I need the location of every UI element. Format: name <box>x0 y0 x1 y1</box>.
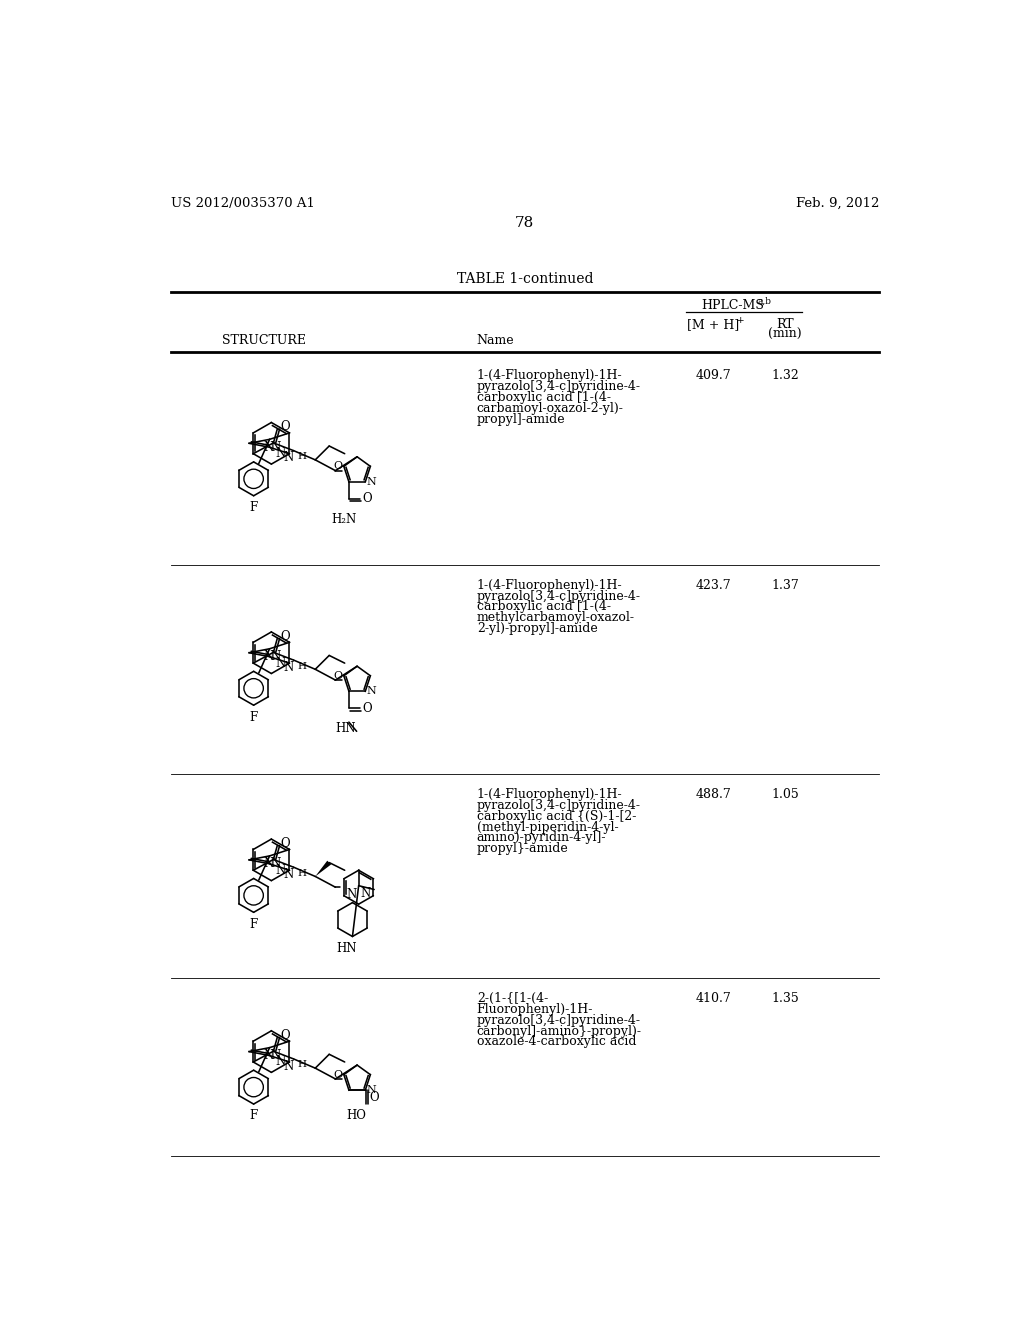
Text: O: O <box>281 630 290 643</box>
Text: H: H <box>297 453 306 461</box>
Text: carboxylic acid {(S)-1-[2-: carboxylic acid {(S)-1-[2- <box>477 810 636 822</box>
Text: O: O <box>281 1028 290 1041</box>
Text: carbonyl]-amino}-propyl)-: carbonyl]-amino}-propyl)- <box>477 1024 642 1038</box>
Text: 1.37: 1.37 <box>771 578 799 591</box>
Text: N: N <box>275 656 286 669</box>
Text: [M + H]: [M + H] <box>687 318 739 331</box>
Text: O: O <box>333 462 342 471</box>
Text: pyrazolo[3,4-c]pyridine-4-: pyrazolo[3,4-c]pyridine-4- <box>477 590 641 603</box>
Text: N: N <box>275 1056 286 1068</box>
Text: methylcarbamoyl-oxazol-: methylcarbamoyl-oxazol- <box>477 611 635 624</box>
Text: HN: HN <box>336 722 356 735</box>
Text: STRUCTURE: STRUCTURE <box>221 334 305 347</box>
Text: O: O <box>281 837 290 850</box>
Text: a,b: a,b <box>758 297 771 306</box>
Text: N: N <box>367 477 377 487</box>
Text: 2-yl)-propyl]-amide: 2-yl)-propyl]-amide <box>477 622 597 635</box>
Text: N: N <box>275 863 286 876</box>
Text: N: N <box>270 441 281 454</box>
Text: 2-(1-{[1-(4-: 2-(1-{[1-(4- <box>477 993 548 1006</box>
Text: pyrazolo[3,4-c]pyridine-4-: pyrazolo[3,4-c]pyridine-4- <box>477 799 641 812</box>
Text: N: N <box>263 651 273 664</box>
Text: F: F <box>250 1110 258 1122</box>
Text: N: N <box>284 661 294 673</box>
Text: N: N <box>346 887 356 900</box>
Text: 1-(4-Fluorophenyl)-1H-: 1-(4-Fluorophenyl)-1H- <box>477 788 623 801</box>
Text: carboxylic acid [1-(4-: carboxylic acid [1-(4- <box>477 601 610 614</box>
Text: pyrazolo[3,4-c]pyridine-4-: pyrazolo[3,4-c]pyridine-4- <box>477 380 641 393</box>
Text: H: H <box>297 661 306 671</box>
Text: 409.7: 409.7 <box>696 370 732 383</box>
Text: N: N <box>284 869 294 880</box>
Text: carboxylic acid [1-(4-: carboxylic acid [1-(4- <box>477 391 610 404</box>
Text: Fluorophenyl)-1H-: Fluorophenyl)-1H- <box>477 1003 593 1016</box>
Text: F: F <box>250 502 258 515</box>
Text: HN: HN <box>336 942 356 954</box>
Text: oxazole-4-carboxylic acid: oxazole-4-carboxylic acid <box>477 1035 636 1048</box>
Text: 1-(4-Fluorophenyl)-1H-: 1-(4-Fluorophenyl)-1H- <box>477 578 623 591</box>
Text: propyl]-amide: propyl]-amide <box>477 412 565 425</box>
Text: propyl}-amide: propyl}-amide <box>477 842 568 855</box>
Text: F: F <box>250 917 258 931</box>
Text: N: N <box>360 887 371 900</box>
Text: pyrazolo[3,4-c]pyridine-4-: pyrazolo[3,4-c]pyridine-4- <box>477 1014 641 1027</box>
Text: 488.7: 488.7 <box>696 788 732 801</box>
Text: N: N <box>284 451 294 465</box>
Text: F: F <box>250 710 258 723</box>
Text: N: N <box>367 686 377 696</box>
Text: H: H <box>297 869 306 878</box>
Text: O: O <box>362 702 373 714</box>
Text: amino)-pyridin-4-yl]-: amino)-pyridin-4-yl]- <box>477 832 606 845</box>
Text: (min): (min) <box>768 327 802 341</box>
Text: 1.35: 1.35 <box>771 993 799 1006</box>
Text: Feb. 9, 2012: Feb. 9, 2012 <box>796 197 879 210</box>
Text: carbamoyl-oxazol-2-yl)-: carbamoyl-oxazol-2-yl)- <box>477 401 624 414</box>
Text: HPLC-MS: HPLC-MS <box>701 298 764 312</box>
Text: 423.7: 423.7 <box>696 578 732 591</box>
Text: N: N <box>263 858 273 870</box>
Text: 1.32: 1.32 <box>771 370 799 383</box>
Polygon shape <box>315 861 331 876</box>
Text: O: O <box>362 492 373 506</box>
Text: 78: 78 <box>515 216 535 230</box>
Text: H₂N: H₂N <box>332 512 357 525</box>
Text: +: + <box>736 317 743 325</box>
Text: O: O <box>281 420 290 433</box>
Text: 1.05: 1.05 <box>771 788 799 801</box>
Text: HO: HO <box>347 1109 367 1122</box>
Text: 1-(4-Fluorophenyl)-1H-: 1-(4-Fluorophenyl)-1H- <box>477 370 623 383</box>
Text: N: N <box>270 858 281 870</box>
Text: (methyl-piperidin-4-yl-: (methyl-piperidin-4-yl- <box>477 821 618 834</box>
Text: O: O <box>333 671 342 681</box>
Text: N: N <box>263 1049 273 1063</box>
Text: RT: RT <box>776 318 794 331</box>
Text: N: N <box>367 1085 377 1096</box>
Text: O: O <box>370 1092 380 1105</box>
Text: 410.7: 410.7 <box>696 993 732 1006</box>
Text: N: N <box>263 441 273 454</box>
Text: O: O <box>333 1069 342 1080</box>
Text: N: N <box>270 1049 281 1063</box>
Text: TABLE 1-continued: TABLE 1-continued <box>457 272 593 286</box>
Text: N: N <box>275 447 286 461</box>
Text: US 2012/0035370 A1: US 2012/0035370 A1 <box>171 197 314 210</box>
Text: N: N <box>270 651 281 663</box>
Text: Name: Name <box>477 334 514 347</box>
Text: H: H <box>297 1060 306 1069</box>
Text: N: N <box>284 1060 294 1073</box>
